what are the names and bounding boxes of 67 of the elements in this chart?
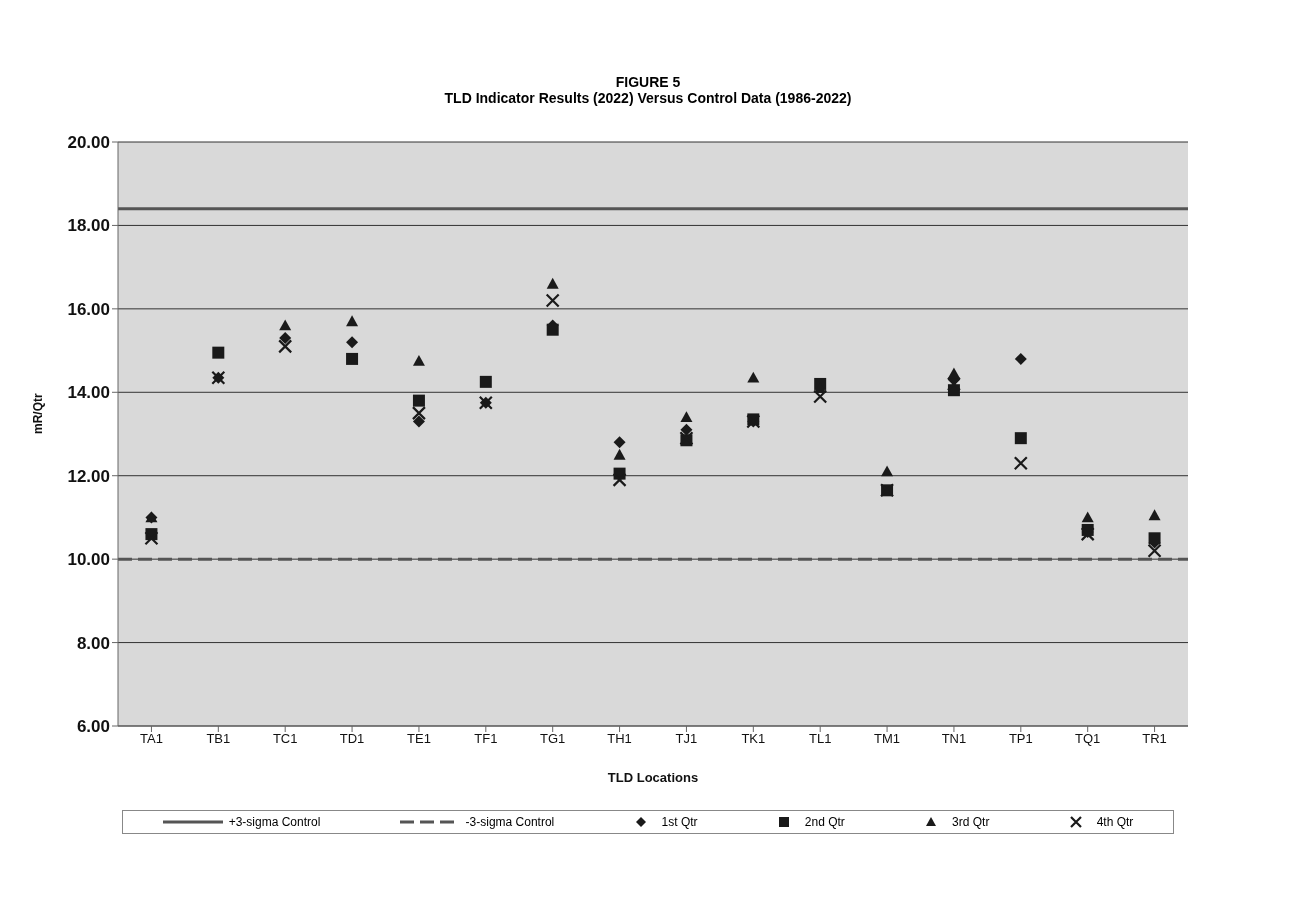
point — [279, 332, 292, 345]
x-tick-label: TJ1 — [675, 731, 698, 747]
x-tick-label: TC1 — [272, 731, 298, 747]
point — [612, 472, 627, 487]
x-tick-label: TK1 — [741, 731, 766, 747]
point — [412, 415, 425, 428]
point — [346, 352, 359, 365]
point — [412, 355, 425, 366]
point — [1013, 456, 1028, 471]
y-tick-label: 8.00 — [76, 633, 110, 653]
point — [613, 436, 626, 449]
point — [946, 376, 962, 392]
y-tick-label: 10.00 — [67, 550, 110, 570]
legend-label: +3-sigma Control — [227, 815, 321, 829]
point — [411, 406, 427, 421]
y-tick-label: 18.00 — [67, 216, 110, 236]
legend-label: 4th Qtr — [1095, 815, 1134, 829]
point — [881, 465, 894, 477]
y-tick-label: 12.00 — [67, 466, 110, 486]
x-tick-label: TR1 — [1142, 731, 1167, 747]
y-tick-label: 16.00 — [67, 299, 110, 319]
point — [546, 323, 559, 336]
y-tick-label: 20.00 — [67, 133, 110, 153]
y-axis-title: mR/Qtr — [31, 393, 46, 434]
x-tick-label: TQ1 — [1075, 731, 1101, 747]
x-tick-label: TG1 — [540, 731, 566, 747]
x-tick-label: TH1 — [607, 731, 632, 747]
point — [278, 339, 293, 354]
x-tick-label: TD1 — [339, 731, 365, 747]
x-axis-title: TLD Locations — [607, 770, 699, 785]
legend-label: 2nd Qtr — [803, 815, 845, 829]
x-tick-label: TE1 — [407, 731, 431, 747]
point — [479, 375, 492, 388]
x-tick-label: TM1 — [874, 731, 901, 747]
point — [212, 346, 225, 359]
point — [1014, 432, 1027, 445]
point — [680, 423, 693, 436]
point — [1081, 511, 1094, 523]
x-tick-label: TB1 — [206, 731, 231, 747]
point — [1014, 352, 1027, 365]
point — [1148, 509, 1161, 521]
chart-title: FIGURE 5 — [614, 74, 682, 90]
point — [747, 371, 760, 383]
x-tick-label: TP1 — [1008, 731, 1033, 747]
point — [412, 394, 425, 407]
y-tick-label: 14.00 — [67, 383, 110, 403]
point — [545, 293, 560, 308]
x-tick-label: TN1 — [941, 731, 967, 747]
point — [947, 367, 960, 379]
point — [546, 277, 559, 289]
legend-label: -3-sigma Control — [464, 815, 555, 829]
point — [680, 411, 693, 423]
y-tick-label: 6.00 — [76, 717, 110, 737]
point — [813, 389, 828, 404]
x-tick-label: TL1 — [808, 731, 832, 747]
x-tick-label: TF1 — [474, 731, 498, 747]
legend-label: 1st Qtr — [660, 815, 698, 829]
point — [613, 448, 626, 460]
legend-label: 3rd Qtr — [951, 815, 990, 829]
point — [144, 531, 159, 546]
chart-subtitle: TLD Indicator Results (2022) Versus Control Data (1986-2022) — [443, 90, 853, 106]
point — [1147, 543, 1162, 558]
point — [1148, 532, 1161, 545]
point — [346, 315, 359, 327]
x-tick-label: TA1 — [139, 731, 163, 747]
point — [279, 319, 292, 331]
point — [346, 336, 359, 349]
